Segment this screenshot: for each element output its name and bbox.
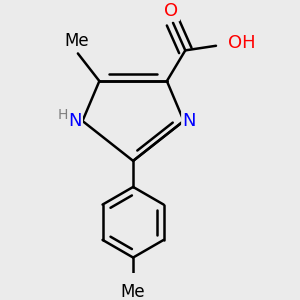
Text: N: N [182, 112, 196, 130]
Text: OH: OH [228, 34, 255, 52]
Text: Me: Me [64, 32, 89, 50]
Text: Me: Me [121, 283, 146, 300]
Text: H: H [57, 108, 68, 122]
Text: O: O [164, 2, 178, 20]
Text: N: N [68, 112, 82, 130]
